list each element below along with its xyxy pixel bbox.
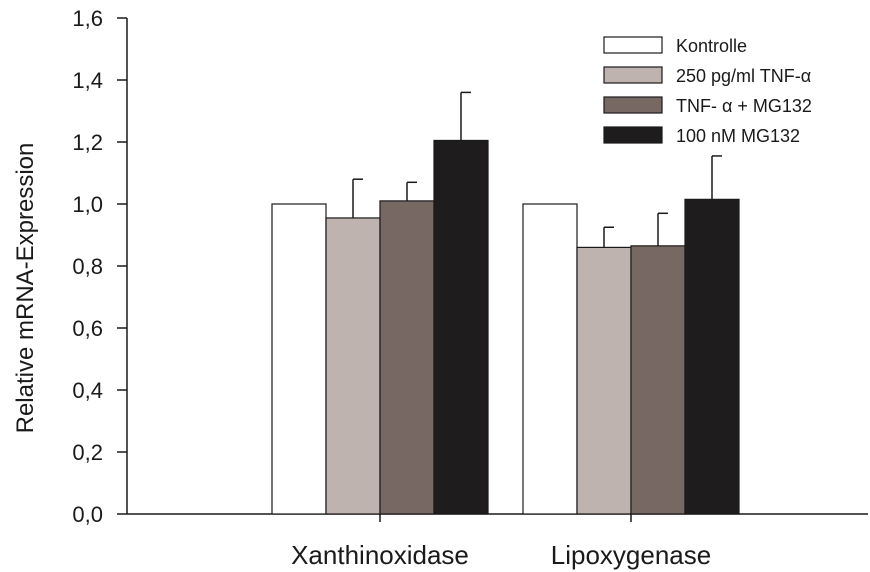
bar xyxy=(684,198,740,515)
y-tick-label: 0,0 xyxy=(72,502,103,527)
y-tick-label: 0,4 xyxy=(72,378,103,403)
bar xyxy=(576,246,632,515)
legend-swatch xyxy=(603,36,663,54)
y-tick-label: 1,0 xyxy=(72,192,103,217)
legend-swatch xyxy=(603,96,663,114)
y-tick-label: 1,6 xyxy=(72,6,103,31)
bar xyxy=(325,217,381,515)
legend-label: 100 nM MG132 xyxy=(676,126,800,146)
bar xyxy=(271,203,327,515)
legend: Kontrolle 250 pg/ml TNF-α TNF- α + MG132 10… xyxy=(603,36,812,146)
legend-swatch xyxy=(603,66,663,84)
bar xyxy=(379,200,435,515)
legend-label: 250 pg/ml TNF-α xyxy=(676,66,811,86)
bar xyxy=(433,139,489,515)
bars xyxy=(271,91,740,515)
y-tick-label: 1,4 xyxy=(72,68,103,93)
x-tick-label: Xanthinoxidase xyxy=(291,540,469,570)
legend-swatch xyxy=(603,126,663,144)
y-tick-label: 1,2 xyxy=(72,130,103,155)
bar xyxy=(522,203,578,515)
y-axis-title: Relative mRNA-Expression xyxy=(12,143,39,434)
y-tick-label: 0,6 xyxy=(72,316,103,341)
axes: 0,0 0,2 0,4 0,6 0,8 1,0 1,2 1,4 1,6 Xanthinoxidas… xyxy=(72,6,868,570)
legend-label: Kontrolle xyxy=(676,36,747,56)
y-tick-label: 0,2 xyxy=(72,440,103,465)
y-tick-label: 0,8 xyxy=(72,254,103,279)
bar xyxy=(630,245,686,515)
x-tick-label: Lipoxygenase xyxy=(551,540,711,570)
legend-label: TNF- α + MG132 xyxy=(676,96,812,116)
